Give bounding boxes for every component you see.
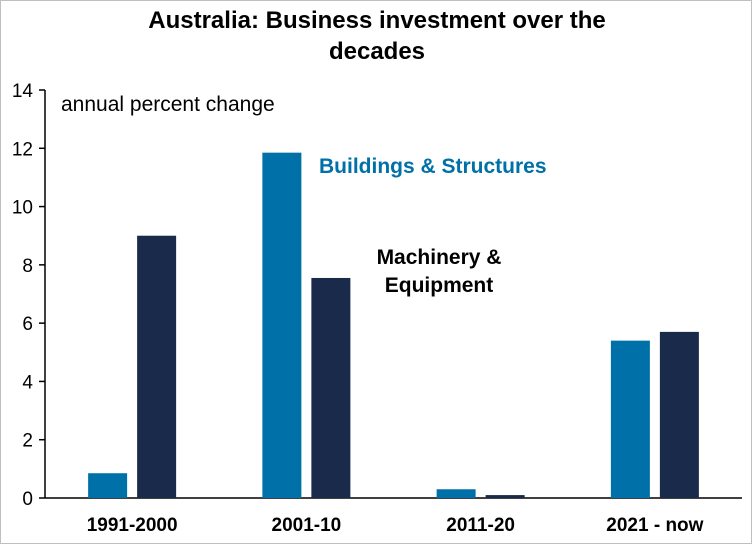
bar-machinery-3	[659, 331, 699, 498]
series-label-machinery-line-1: Machinery &	[377, 246, 502, 269]
y-tick-label: 12	[12, 139, 33, 160]
bar-buildings-1	[262, 152, 302, 498]
unit-label: annual percent change	[61, 93, 275, 116]
bar-buildings-0	[88, 473, 128, 498]
series-label-machinery-line-2: Equipment	[385, 274, 494, 297]
x-category-label: 1991-2000	[87, 515, 178, 536]
series-label-buildings: Buildings & Structures	[319, 155, 547, 178]
bar-machinery-1	[311, 277, 351, 498]
y-tick-label: 4	[22, 372, 33, 393]
bars	[88, 152, 699, 498]
chart-title-line-2: decades	[329, 38, 425, 65]
y-tick-label: 0	[22, 489, 33, 510]
y-tick-label: 10	[12, 198, 33, 219]
bar-buildings-3	[610, 340, 650, 498]
y-tick-label: 14	[12, 81, 34, 102]
bar-buildings-2	[436, 489, 476, 498]
axes: 0 2 4 6 8 10 12 14 1991-2000 2001-10 2011-20 2021 -…	[12, 81, 742, 536]
chart-title-line-1: Australia: Business investment over the	[148, 7, 605, 34]
bar-machinery-2	[485, 495, 525, 498]
y-tick-label: 6	[22, 314, 33, 335]
x-category-label: 2021 - now	[606, 515, 703, 536]
y-tick-label: 8	[22, 256, 33, 277]
x-category-label: 2011-20	[446, 515, 515, 536]
x-category-label: 2001-10	[272, 515, 342, 536]
bar-machinery-0	[137, 235, 177, 498]
y-tick-label: 2	[22, 431, 33, 452]
